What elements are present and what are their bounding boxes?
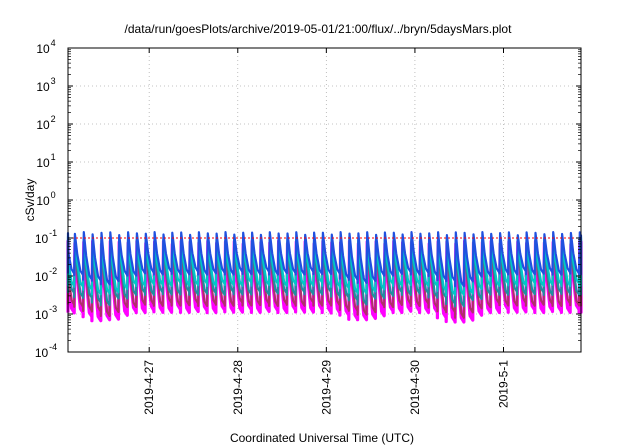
y-axis-label: cSv/day <box>23 179 37 222</box>
x-axis-label: Coordinated Universal Time (UTC) <box>230 431 414 445</box>
series-line <box>66 231 583 288</box>
y-tick-label: 103 <box>36 76 55 94</box>
series-line <box>66 239 583 319</box>
y-tick-label: 101 <box>36 152 55 170</box>
data-series <box>66 231 583 324</box>
x-axis: 2019-4-27 2019-4-28 2019-4-29 2019-4-30 2019… <box>142 48 510 415</box>
y-tick-label: 10-1 <box>35 228 57 246</box>
x-tick-label: 2019-5-1 <box>496 360 510 408</box>
y-tick-label: 10-3 <box>35 304 57 322</box>
y-tick-label: 100 <box>36 190 55 208</box>
x-tick-label: 2019-4-29 <box>319 360 333 415</box>
y-tick-label: 104 <box>36 38 55 56</box>
chart-title: /data/run/goesPlots/archive/2019-05-01/2… <box>125 22 513 36</box>
y-tick-label: 10-2 <box>35 266 57 284</box>
x-tick-label: 2019-4-28 <box>231 360 245 415</box>
y-tick-label: 10-4 <box>35 342 57 360</box>
series-line <box>66 239 583 324</box>
x-tick-label: 2019-4-30 <box>408 360 422 415</box>
x-tick-label: 2019-4-27 <box>142 360 156 415</box>
y-tick-label: 102 <box>36 114 55 132</box>
series-line <box>66 235 583 297</box>
